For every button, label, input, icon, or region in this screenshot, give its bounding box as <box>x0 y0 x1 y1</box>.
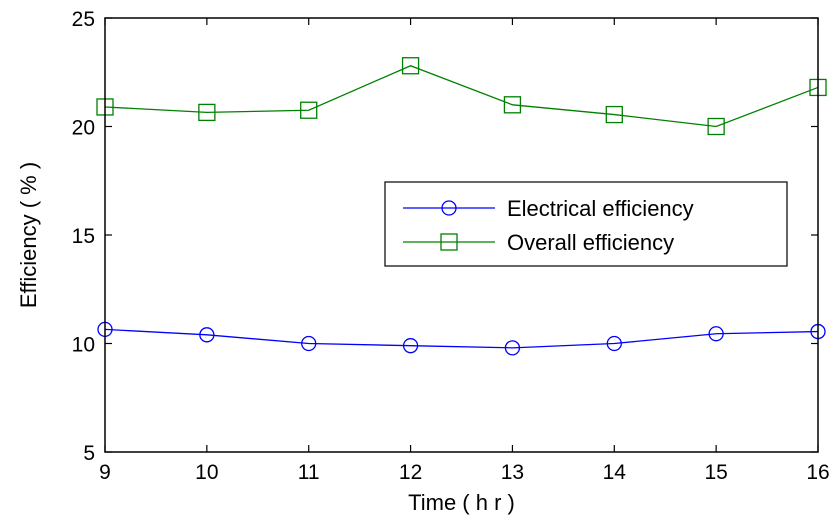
data-point <box>401 57 420 75</box>
legend-marker-overall <box>440 233 458 251</box>
data-point <box>606 335 622 352</box>
series-overall <box>96 57 827 136</box>
x-tick-label: 10 <box>195 461 218 484</box>
x-axis-ticks: 9 10 11 12 13 14 15 16 <box>99 18 830 484</box>
y-tick-label: 5 <box>83 442 95 465</box>
data-point <box>300 101 318 119</box>
legend-entry-electrical: Electrical efficiency <box>403 196 694 221</box>
y-axis-ticks: 5 10 15 20 25 <box>72 8 818 465</box>
series-electrical <box>97 321 826 356</box>
x-tick-label: 9 <box>99 461 111 484</box>
x-tick-label: 13 <box>501 461 524 484</box>
data-point <box>198 103 216 122</box>
x-tick-label: 12 <box>399 461 422 484</box>
data-point <box>707 117 725 136</box>
data-point <box>402 338 419 354</box>
legend-label-electrical: Electrical efficiency <box>507 196 694 221</box>
x-tick-label: 14 <box>603 461 627 484</box>
x-axis-title: Time ( h r ) <box>408 490 515 515</box>
y-tick-label: 10 <box>72 334 95 357</box>
y-tick-label: 20 <box>72 117 95 140</box>
x-tick-label: 15 <box>704 461 727 484</box>
legend-label-overall: Overall efficiency <box>507 230 674 255</box>
x-tick-label: 16 <box>806 461 829 484</box>
y-tick-label: 25 <box>72 8 95 31</box>
legend: Electrical efficiency Overall efficiency <box>384 181 788 267</box>
y-tick-label: 15 <box>72 225 95 248</box>
data-point <box>605 105 623 124</box>
x-tick-label: 11 <box>298 461 320 484</box>
series-line <box>104 65 819 128</box>
data-point <box>708 326 724 342</box>
axes-frame <box>104 17 819 453</box>
data-point <box>301 335 317 352</box>
legend-marker-electrical <box>441 200 457 216</box>
series-line <box>104 328 819 349</box>
data-point <box>504 340 521 356</box>
legend-box <box>384 181 788 267</box>
y-axis-title: Efficiency ( % ) <box>16 162 41 308</box>
data-point <box>503 96 522 114</box>
data-point <box>199 327 215 343</box>
legend-entry-overall: Overall efficiency <box>403 230 674 255</box>
